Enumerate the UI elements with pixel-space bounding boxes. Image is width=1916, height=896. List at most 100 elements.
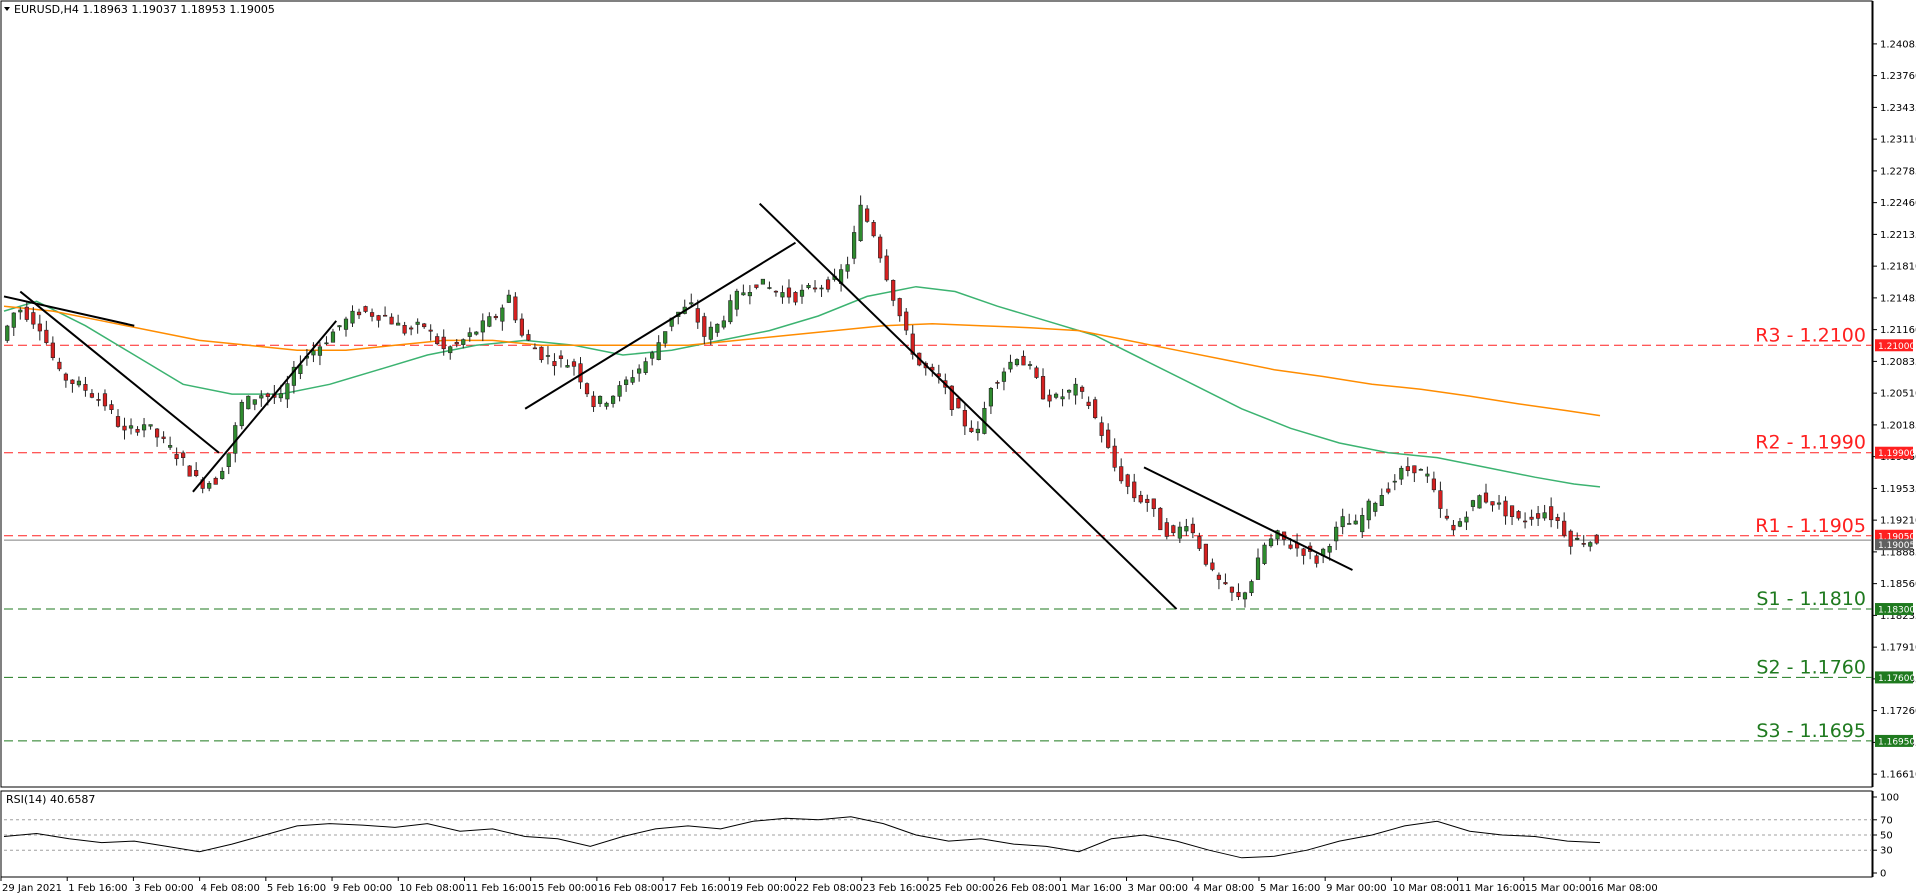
candle: [461, 338, 466, 349]
candle: [1581, 535, 1586, 548]
candle: [454, 339, 459, 348]
candle: [402, 321, 407, 336]
candle-body: [213, 477, 218, 485]
trendline[interactable]: [758, 202, 1178, 610]
candle: [1229, 586, 1235, 601]
candle: [1236, 583, 1241, 601]
price-tick-label: 1.23760: [1880, 71, 1916, 82]
date-tick-label: 15 Mar 00:00: [1525, 883, 1592, 894]
trendline[interactable]: [192, 320, 337, 493]
trendline[interactable]: [524, 241, 797, 410]
candle-body: [995, 382, 1000, 384]
date-tick-label: 15 Feb 00:00: [532, 883, 598, 894]
candle: [1392, 474, 1397, 491]
candle-body: [819, 287, 824, 290]
candle-body: [1125, 474, 1130, 487]
candle: [975, 421, 980, 441]
candle: [1106, 423, 1111, 449]
candle: [643, 357, 648, 375]
candle: [1562, 512, 1567, 538]
candle-body: [441, 336, 446, 350]
collapse-triangle-icon[interactable]: [4, 7, 10, 11]
candle: [1119, 458, 1124, 484]
candle-body: [858, 204, 863, 242]
candle-body: [239, 401, 244, 427]
candle-body: [1386, 488, 1391, 493]
candle: [747, 285, 752, 305]
candle-body: [1490, 501, 1495, 506]
candle-body: [988, 388, 994, 407]
candle-body: [1516, 511, 1521, 519]
candle-body: [1464, 516, 1469, 523]
candle-body: [962, 410, 967, 427]
candle-body: [760, 278, 766, 285]
date-tick-label: 23 Feb 16:00: [863, 883, 929, 894]
candles: [5, 195, 1599, 608]
candle: [148, 424, 153, 430]
candle-body: [389, 316, 394, 325]
candle: [1255, 548, 1261, 580]
current-price-tag: 1.19005: [1875, 539, 1915, 551]
candle-body: [610, 395, 616, 404]
candle: [291, 361, 296, 394]
candle-body: [1470, 500, 1476, 507]
symbol-ohlc-label: EURUSD,H4 1.18963 1.19037 1.18953 1.1900…: [14, 3, 275, 16]
candle: [259, 390, 264, 407]
candle: [343, 316, 349, 337]
candle-body: [1594, 534, 1599, 544]
candle-body: [1249, 581, 1254, 594]
candle: [1027, 360, 1033, 370]
candle: [428, 324, 433, 341]
candle: [252, 399, 257, 411]
candle: [1405, 457, 1410, 477]
candle: [1132, 473, 1137, 502]
candle-body: [1483, 492, 1489, 503]
candle: [1216, 572, 1222, 590]
candle: [1516, 510, 1521, 521]
candle: [1203, 543, 1208, 567]
candle-body: [1177, 526, 1182, 539]
candle-body: [1549, 506, 1554, 521]
candle-body: [1268, 538, 1274, 547]
trendline[interactable]: [19, 290, 220, 454]
date-tick-label: 11 Mar 16:00: [1459, 883, 1526, 894]
candle-body: [454, 341, 459, 345]
candle: [1164, 517, 1169, 540]
candle-body: [135, 428, 140, 433]
candle: [852, 225, 857, 265]
level-label: S3 - 1.1695: [1756, 720, 1866, 742]
date-tick-label: 1 Feb 16:00: [68, 883, 127, 894]
candle-body: [422, 323, 427, 328]
price-tick-label: 1.20185: [1880, 420, 1916, 431]
candle: [1542, 504, 1547, 521]
candle-body: [343, 318, 349, 330]
candle-body: [1438, 490, 1443, 509]
candle-body: [526, 334, 531, 341]
candle-body: [904, 311, 909, 331]
candle-body: [11, 312, 16, 328]
candle: [637, 364, 642, 382]
candle-body: [552, 361, 557, 367]
candle: [83, 376, 88, 397]
candle: [1190, 517, 1195, 539]
candle: [780, 285, 785, 304]
trendline[interactable]: [3, 295, 135, 327]
date-tick-label: 17 Feb 16:00: [664, 883, 730, 894]
candle: [721, 315, 726, 330]
candle-body: [506, 294, 511, 303]
candle: [715, 323, 720, 337]
candle-body: [1158, 507, 1163, 531]
candle-body: [317, 346, 323, 356]
candle: [467, 327, 472, 342]
price-tick-label: 1.22785: [1880, 166, 1916, 177]
candle: [754, 284, 759, 290]
candle-body: [1027, 364, 1033, 366]
candle-body: [487, 316, 492, 327]
candle-body: [1425, 473, 1430, 477]
level-labels: R3 - 1.2100 R2 - 1.1990 R1 - 1.1905 S1 - 1.…: [1755, 324, 1866, 742]
candle: [1340, 508, 1345, 535]
date-tick-label: 22 Feb 08:00: [797, 883, 863, 894]
trendline[interactable]: [1143, 466, 1353, 571]
candle: [337, 325, 342, 331]
